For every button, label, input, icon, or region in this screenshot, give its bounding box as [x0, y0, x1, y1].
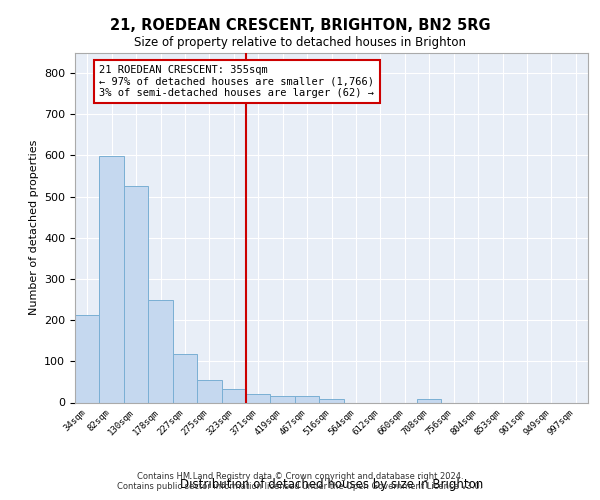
- Bar: [221, 390, 246, 402]
- Bar: [197, 380, 221, 402]
- Text: 21, ROEDEAN CRESCENT, BRIGHTON, BN2 5RG: 21, ROEDEAN CRESCENT, BRIGHTON, BN2 5RG: [110, 18, 490, 32]
- Bar: [417, 399, 442, 402]
- Text: 21 ROEDEAN CRESCENT: 355sqm
← 97% of detached houses are smaller (1,766)
3% of s: 21 ROEDEAN CRESCENT: 355sqm ← 97% of det…: [100, 65, 374, 98]
- Bar: [295, 396, 319, 402]
- X-axis label: Distribution of detached houses by size in Brighton: Distribution of detached houses by size …: [180, 478, 483, 491]
- Bar: [246, 394, 271, 402]
- Bar: [173, 354, 197, 403]
- Text: Size of property relative to detached houses in Brighton: Size of property relative to detached ho…: [134, 36, 466, 49]
- Bar: [100, 156, 124, 402]
- Bar: [319, 399, 344, 402]
- Text: Contains HM Land Registry data © Crown copyright and database right 2024.: Contains HM Land Registry data © Crown c…: [137, 472, 463, 481]
- Bar: [271, 396, 295, 402]
- Bar: [124, 186, 148, 402]
- Bar: [148, 300, 173, 403]
- Y-axis label: Number of detached properties: Number of detached properties: [29, 140, 38, 315]
- Bar: [75, 315, 100, 402]
- Text: Contains public sector information licensed under the Open Government Licence v3: Contains public sector information licen…: [118, 482, 482, 491]
